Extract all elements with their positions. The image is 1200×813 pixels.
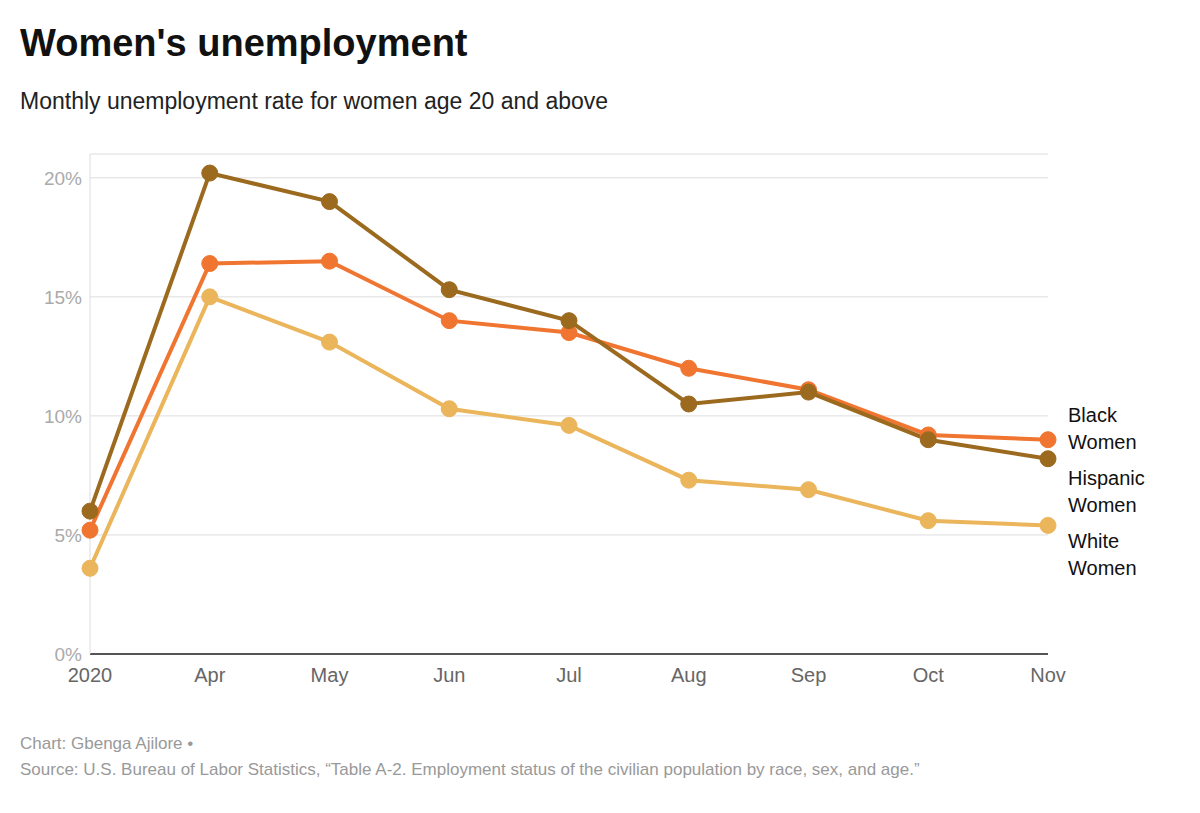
svg-text:20%: 20% — [44, 168, 82, 189]
svg-text:BlackWomen: BlackWomen — [1068, 404, 1137, 453]
html-text:Source: U.S. Bureau of Labor S: Source: U.S. Bureau of Labor Statistics,… — [20, 760, 920, 779]
svg-text:Nov: Nov — [1030, 664, 1066, 686]
svg-text:May: May — [311, 664, 349, 686]
svg-text:Aug: Aug — [671, 664, 707, 686]
html-text:Women's unemployment: Women's unemployment — [20, 22, 468, 64]
svg-text:Oct: Oct — [913, 664, 945, 686]
svg-text:Jun: Jun — [433, 664, 465, 686]
svg-text:15%: 15% — [44, 287, 82, 308]
html-text:Chart: Gbenga Ajilore •: Chart: Gbenga Ajilore • — [20, 734, 194, 753]
svg-text:Sep: Sep — [791, 664, 827, 686]
svg-text:0%: 0% — [55, 644, 83, 665]
svg-text:2020: 2020 — [68, 664, 113, 686]
svg-text:WhiteWomen: WhiteWomen — [1068, 530, 1137, 579]
svg-text:HispanicWomen: HispanicWomen — [1068, 467, 1145, 516]
svg-text:Apr: Apr — [194, 664, 225, 686]
svg-text:Jul: Jul — [556, 664, 582, 686]
svg-text:5%: 5% — [55, 525, 83, 546]
svg-text:10%: 10% — [44, 406, 82, 427]
html-text:Monthly unemployment rate for: Monthly unemployment rate for women age … — [20, 88, 609, 114]
